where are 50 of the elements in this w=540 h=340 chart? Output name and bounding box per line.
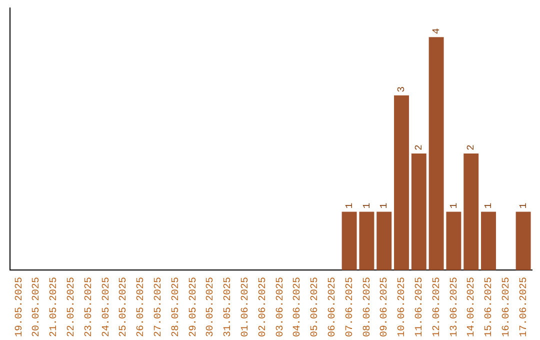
x-tick-label: 14.06.2025 — [466, 276, 478, 338]
data-label: 1 — [518, 202, 530, 209]
x-tick-label: 30.05.2025 — [206, 276, 217, 338]
bar — [464, 154, 479, 270]
bar — [342, 212, 357, 270]
x-tick-label: 31.05.2025 — [223, 276, 234, 338]
x-tick-label: 08.06.2025 — [362, 276, 374, 338]
x-tick-label: 06.06.2025 — [328, 276, 339, 338]
x-tick-label: 11.06.2025 — [414, 276, 426, 338]
x-tick-label: 22.05.2025 — [66, 276, 78, 338]
x-tick-label: 24.05.2025 — [101, 276, 112, 338]
x-tick-label: 23.05.2025 — [84, 276, 95, 338]
x-tick-label: 15.06.2025 — [484, 276, 496, 338]
x-tick-label: 28.05.2025 — [170, 276, 182, 338]
bar — [446, 212, 462, 270]
bar — [516, 212, 531, 270]
bar — [428, 37, 444, 270]
x-tick-label: 04.06.2025 — [292, 276, 304, 338]
x-tick-label: 07.06.2025 — [344, 276, 356, 338]
data-label: 1 — [380, 202, 391, 209]
data-label: 1 — [362, 202, 374, 209]
x-tick-label: 10.06.2025 — [397, 276, 408, 338]
x-tick-label: 27.05.2025 — [154, 276, 165, 338]
bar — [481, 212, 496, 270]
x-tick-label: 19.05.2025 — [14, 276, 26, 338]
x-tick-label: 26.05.2025 — [136, 276, 148, 338]
x-tick-label: 01.06.2025 — [240, 276, 252, 338]
x-tick-label: 02.06.2025 — [258, 276, 269, 338]
bar — [394, 95, 409, 270]
x-tick-label: 29.05.2025 — [188, 276, 200, 338]
x-tick-label: 17.06.2025 — [518, 276, 530, 338]
x-tick-label: 16.06.2025 — [502, 276, 513, 338]
bar — [411, 154, 426, 270]
bar — [376, 212, 392, 270]
x-tick-label: 03.06.2025 — [275, 276, 286, 338]
data-label: 4 — [432, 28, 443, 34]
data-label: 1 — [484, 202, 496, 209]
x-tick-label: 20.05.2025 — [32, 276, 43, 338]
x-tick-label: 12.06.2025 — [432, 276, 443, 338]
bar — [359, 212, 374, 270]
x-tick-label: 25.05.2025 — [118, 276, 130, 338]
x-tick-label: 21.05.2025 — [49, 276, 60, 338]
data-label: 2 — [466, 144, 478, 151]
x-tick-label: 09.06.2025 — [380, 276, 391, 338]
data-label: 1 — [449, 202, 460, 209]
data-label: 1 — [344, 202, 356, 209]
data-label: 2 — [414, 144, 426, 151]
x-tick-label: 05.06.2025 — [310, 276, 322, 338]
x-tick-label: 13.06.2025 — [449, 276, 460, 338]
data-label: 3 — [397, 86, 408, 92]
